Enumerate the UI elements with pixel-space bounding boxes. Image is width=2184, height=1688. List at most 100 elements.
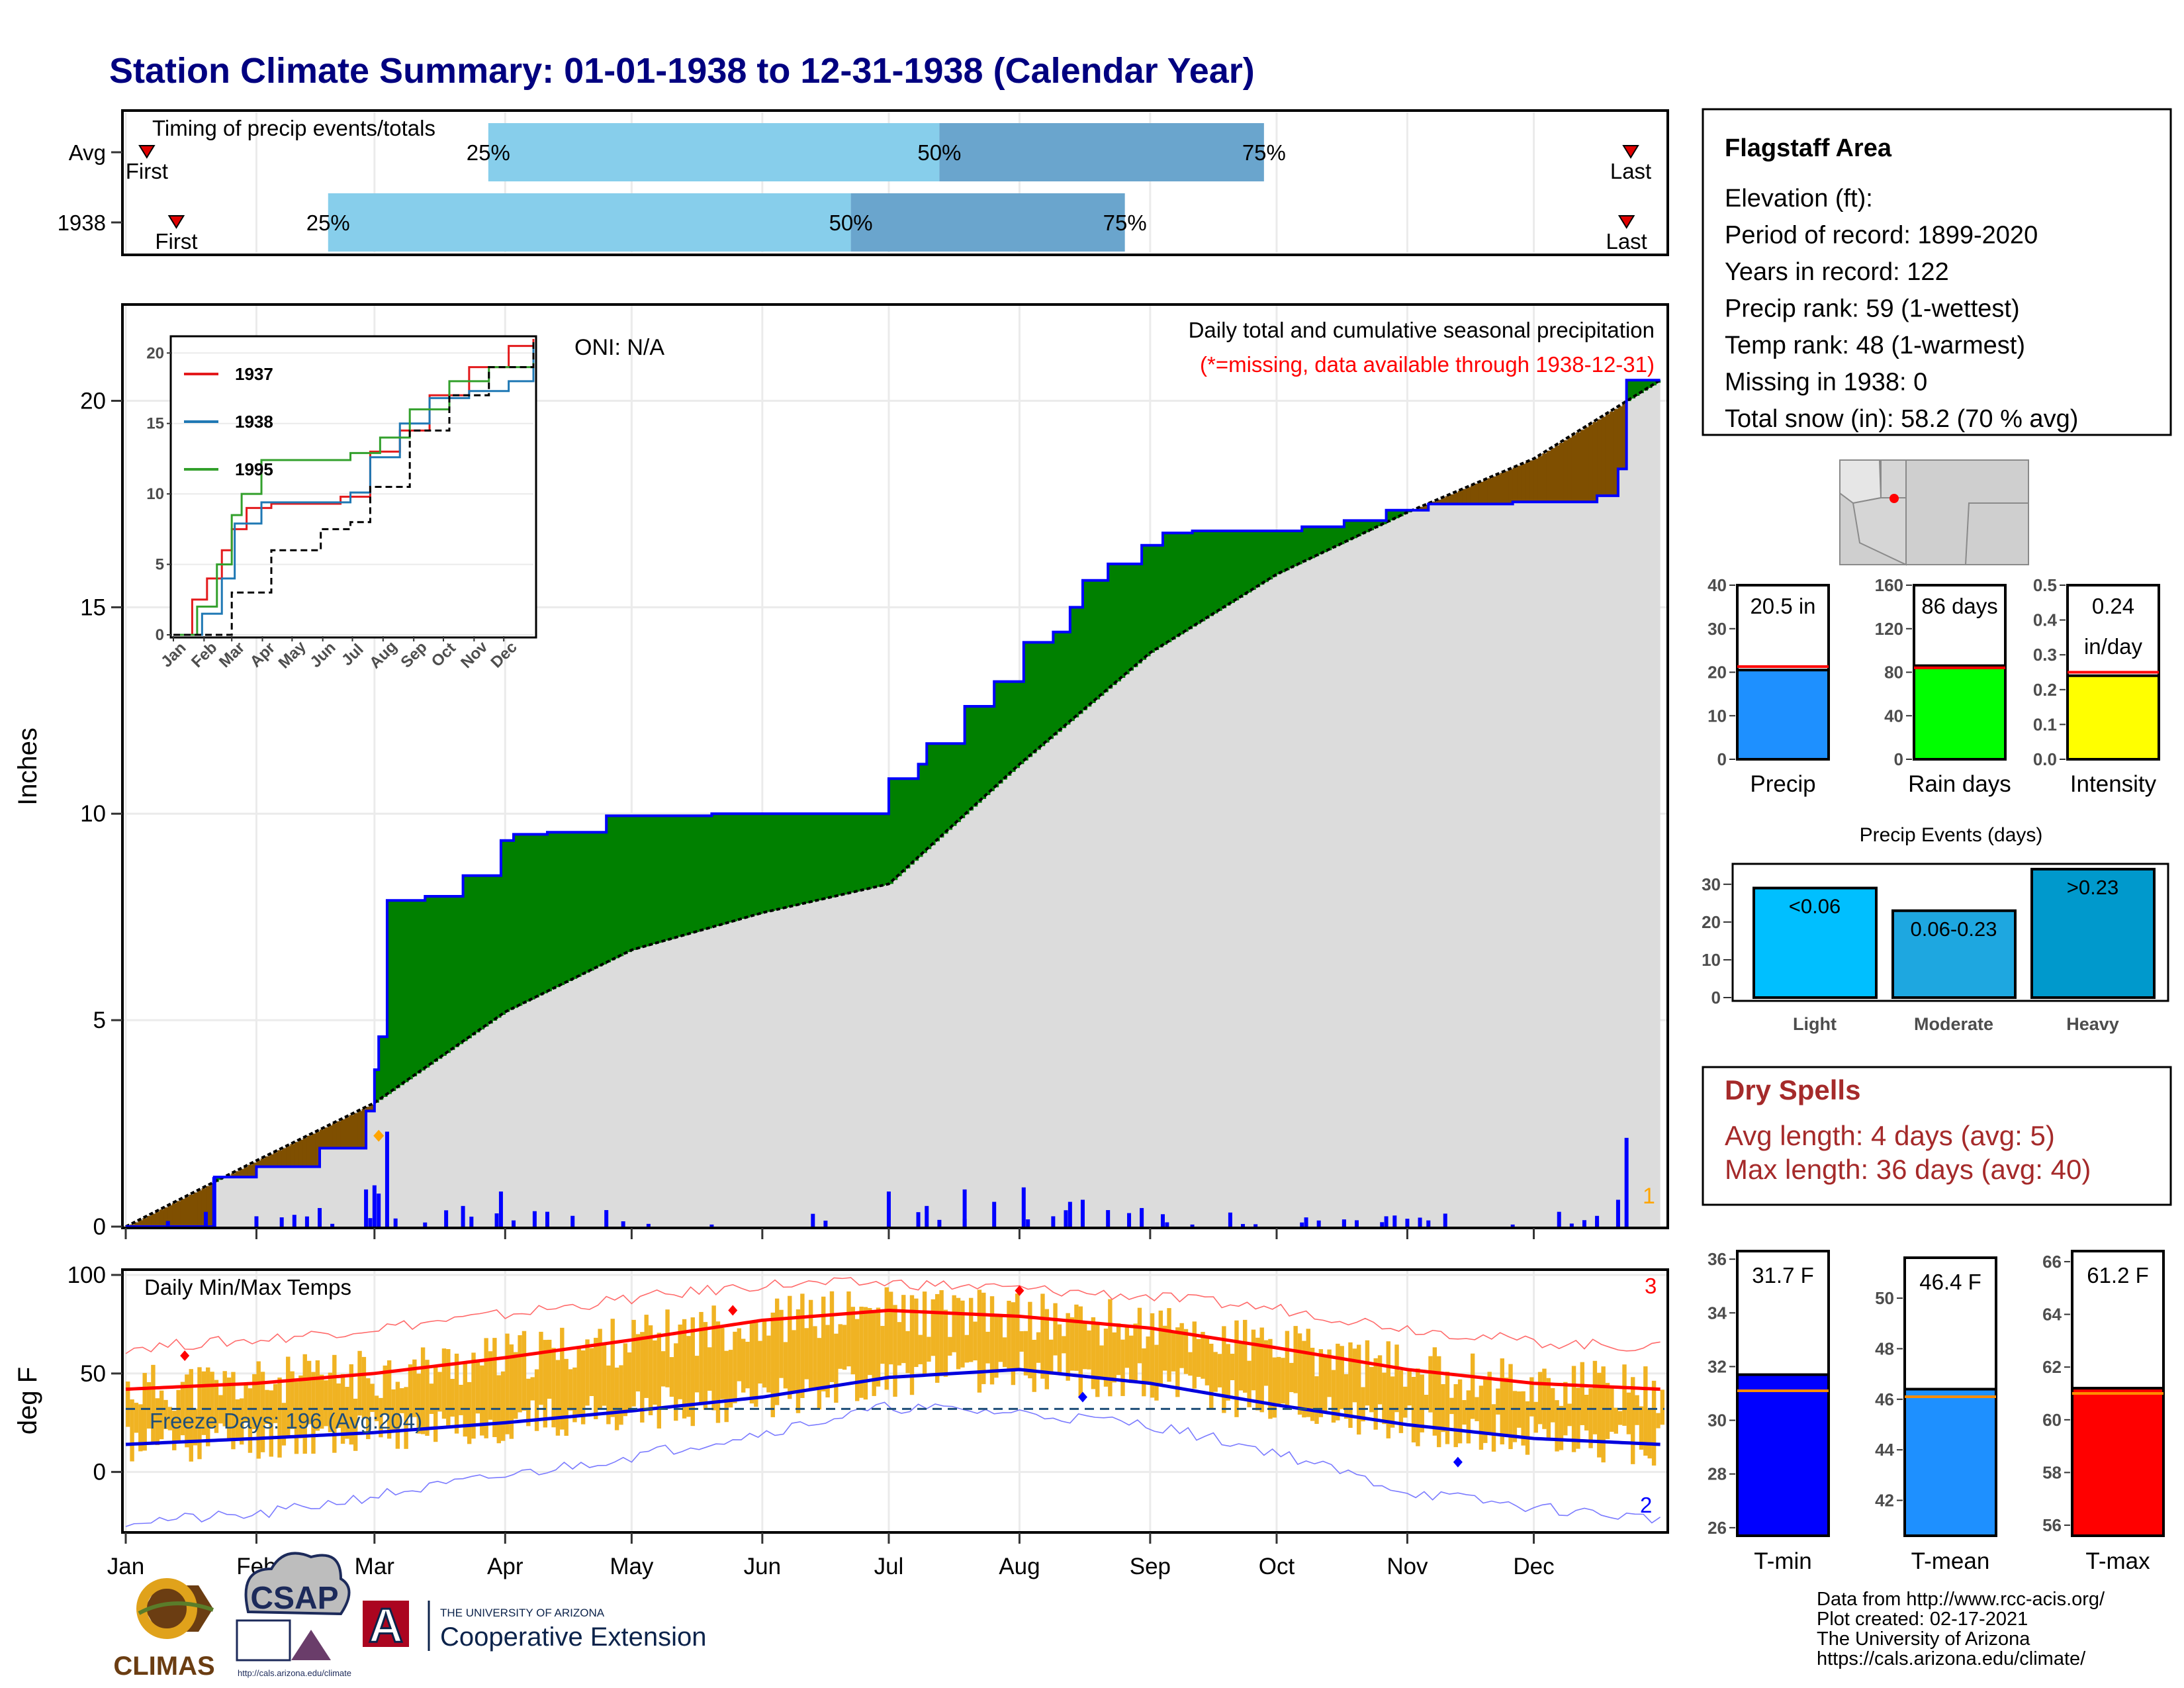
above-normal-fill	[863, 814, 868, 890]
below-normal-fill	[151, 1213, 156, 1227]
daily-temp-range-bar	[1386, 1341, 1390, 1438]
daily-temp-range-bar	[336, 1383, 341, 1429]
below-normal-fill	[1567, 438, 1572, 502]
daily-temp-range-bar	[1542, 1368, 1547, 1429]
daily-temp-range-bar	[1601, 1366, 1606, 1463]
record-low-marker	[1453, 1456, 1463, 1468]
daily-temp-range-bar	[576, 1347, 581, 1416]
daily-temp-range-bar	[463, 1363, 467, 1437]
event-bar-name: Heavy	[2066, 1014, 2119, 1034]
daily-precip-bar	[330, 1223, 335, 1227]
above-normal-fill	[1365, 520, 1370, 533]
climas-logo: CLIMAS	[113, 1578, 215, 1681]
daily-temp-range-bar	[804, 1328, 809, 1380]
below-normal-fill	[134, 1222, 139, 1227]
below-normal-fill	[269, 1154, 274, 1167]
above-normal-fill	[888, 778, 893, 884]
above-normal-fill	[931, 743, 936, 845]
daily-temp-range-bar	[1437, 1356, 1441, 1448]
daily-precip-bar	[532, 1211, 537, 1227]
below-normal-fill	[1521, 463, 1526, 502]
precip-y-tick-label: 15	[80, 594, 106, 620]
daily-temp-range-bar	[846, 1291, 851, 1367]
above-normal-fill	[1276, 530, 1281, 575]
above-normal-fill	[454, 896, 459, 1047]
daily-temp-range-bar	[286, 1356, 291, 1438]
map-new-mexico	[1905, 459, 2029, 565]
daily-temp-range-bar	[269, 1390, 273, 1457]
daily-temp-range-bar	[1289, 1362, 1294, 1393]
daily-precip-bar	[1615, 1199, 1620, 1227]
daily-temp-range-bar	[1639, 1406, 1644, 1450]
info-line: Total snow (in): 58.2 (70 % avg)	[1725, 405, 2078, 433]
above-normal-fill	[1398, 510, 1404, 516]
above-normal-fill	[1386, 510, 1391, 522]
above-normal-fill	[1251, 530, 1256, 590]
daily-temp-range-bar	[854, 1319, 860, 1401]
daily-temp-range-bar	[163, 1399, 168, 1429]
above-normal-fill	[1069, 607, 1075, 722]
daily-temp-range-bar	[1466, 1390, 1471, 1444]
above-normal-fill	[968, 706, 974, 811]
daily-temp-range-bar	[1036, 1332, 1041, 1363]
above-normal-fill	[699, 816, 704, 931]
daily-precip-bar	[962, 1189, 967, 1227]
temp-bar-value	[1903, 1387, 1997, 1537]
above-normal-fill	[1222, 530, 1227, 608]
daily-temp-range-bar	[927, 1336, 931, 1362]
above-normal-fill	[901, 778, 907, 872]
above-normal-fill	[960, 743, 966, 819]
daily-precip-bar	[1304, 1217, 1308, 1227]
daily-temp-range-bar	[1576, 1387, 1580, 1449]
above-normal-fill	[441, 896, 447, 1056]
daily-temp-range-bar	[412, 1359, 417, 1417]
daily-precip-bar	[1140, 1207, 1144, 1227]
month-label: Jul	[874, 1554, 904, 1579]
daily-temp-range-bar	[126, 1382, 130, 1427]
info-line: Period of record: 1899-2020	[1725, 222, 2038, 250]
daily-temp-range-bar	[1120, 1339, 1125, 1396]
record-low-marker	[1077, 1391, 1087, 1403]
daily-temp-range-bar	[985, 1331, 990, 1364]
daily-temp-range-bar	[1234, 1320, 1239, 1417]
above-normal-fill	[1314, 526, 1320, 557]
mini-bar-tick-label: 10	[1707, 706, 1727, 726]
daily-temp-range-bar	[404, 1387, 408, 1449]
daily-temp-range-bar	[298, 1375, 303, 1438]
daily-precip-bar	[165, 1221, 170, 1227]
record-min-line	[125, 1401, 1661, 1527]
below-normal-fill	[138, 1220, 144, 1227]
daily-temp-range-bar	[669, 1357, 674, 1397]
above-normal-fill	[724, 814, 729, 924]
daily-temp-range-bar	[281, 1403, 287, 1446]
above-normal-fill	[1175, 533, 1181, 637]
daily-temp-range-bar	[1276, 1356, 1281, 1406]
dry-spells-max: Max length: 36 days (avg: 40)	[1725, 1154, 2091, 1185]
daily-temp-range-bar	[733, 1331, 737, 1403]
above-normal-fill	[774, 814, 780, 910]
below-normal-fill	[176, 1201, 181, 1227]
daily-temp-range-bar	[880, 1326, 885, 1364]
daily-temp-range-bar	[1537, 1372, 1543, 1425]
daily-temp-range-bar	[189, 1369, 193, 1462]
above-normal-fill	[994, 681, 999, 788]
station-info-box: Flagstaff Area Elevation (ft): Period of …	[1702, 108, 2172, 436]
daily-temp-range-bar	[260, 1372, 265, 1452]
daily-temp-range-bar	[715, 1321, 721, 1423]
above-normal-fill	[1394, 510, 1400, 518]
daily-temp-range-bar	[357, 1350, 362, 1416]
daily-temp-range-bar	[437, 1372, 442, 1412]
below-normal-fill	[1542, 453, 1547, 502]
daily-precip-bar	[1106, 1210, 1111, 1227]
daily-temp-range-bar	[1066, 1313, 1070, 1381]
daily-precip-bar	[1068, 1201, 1072, 1227]
daily-temp-range-bar	[1533, 1401, 1538, 1433]
daily-temp-range-bar	[1529, 1377, 1534, 1417]
above-normal-fill	[1340, 526, 1345, 545]
normal-cumulative-area	[126, 380, 1661, 1227]
daily-precip-bar	[1228, 1212, 1232, 1227]
daily-temp-range-bar	[1167, 1308, 1171, 1382]
daily-temp-range-bar	[1297, 1333, 1302, 1415]
daily-temp-range-bar	[1647, 1409, 1652, 1459]
daily-temp-range-bar	[239, 1398, 244, 1445]
